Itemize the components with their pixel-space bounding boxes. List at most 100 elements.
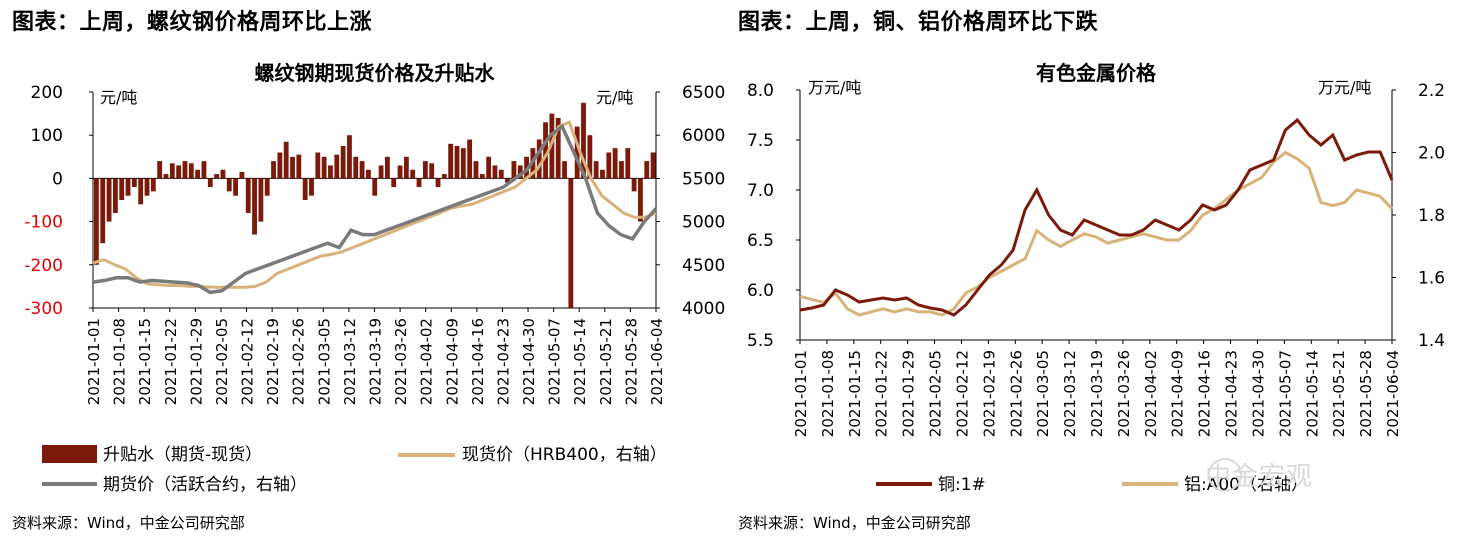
x-tick-label: 2021-03-26 — [392, 318, 410, 405]
basis-bar — [144, 178, 150, 196]
basis-bar — [296, 154, 302, 179]
watermark-text: 中金宏观 — [1205, 462, 1314, 492]
x-tick-label: 2021-04-30 — [520, 318, 538, 405]
basis-bar — [562, 161, 567, 179]
x-tick-label: 2021-04-23 — [1223, 350, 1241, 437]
basis-bar — [283, 141, 289, 179]
basis-bar — [543, 122, 548, 179]
x-tick-label: 2021-05-07 — [1276, 350, 1294, 437]
basis-bar — [176, 165, 182, 179]
x-tick-label: 2021-03-26 — [1115, 350, 1133, 437]
right-tick-label: 5500 — [682, 169, 725, 189]
x-tick-label: 2021-02-19 — [264, 318, 282, 405]
x-tick-label: 2021-05-14 — [571, 318, 589, 405]
aluminum-price-line — [799, 150, 1394, 317]
x-tick-label: 2021-04-16 — [1196, 350, 1214, 437]
basis-bar — [479, 174, 485, 179]
basis-bar — [112, 178, 118, 213]
left-tick-label: 100 — [31, 126, 63, 146]
x-tick-label: 2021-05-07 — [546, 318, 564, 405]
copper-price-line — [799, 117, 1394, 317]
legend-label-copper: 铜:1# — [938, 475, 986, 495]
basis-bar — [574, 126, 580, 179]
basis-bar — [644, 161, 650, 179]
right-tick-label: 4500 — [682, 256, 725, 276]
left-tick-label: 8.0 — [747, 81, 774, 101]
basis-bar — [416, 178, 422, 188]
right-source-note: 资料来源：Wind，中金公司研究部 — [738, 514, 971, 532]
x-tick-label: 2021-04-16 — [469, 318, 487, 405]
basis-bar — [302, 178, 308, 200]
right-tick-label: 2.0 — [1418, 144, 1445, 164]
basis-bar — [441, 174, 447, 179]
basis-bar — [214, 174, 220, 179]
x-tick-label: 2021-01-01 — [792, 350, 810, 437]
basis-bar — [220, 169, 226, 179]
chart-title: 有色金属价格 — [1036, 61, 1157, 85]
x-tick-label: 2021-01-01 — [85, 318, 103, 405]
futures-price-line — [92, 123, 658, 295]
x-tick-label: 2021-02-19 — [980, 350, 998, 437]
basis-bar — [315, 152, 321, 179]
basis-bar — [258, 178, 264, 222]
basis-bar — [600, 169, 605, 179]
basis-bar — [467, 139, 473, 179]
x-tick-label: 2021-03-05 — [1034, 350, 1052, 437]
basis-bar — [226, 178, 232, 192]
x-tick-label: 2021-02-05 — [213, 318, 231, 405]
basis-bar — [195, 169, 201, 179]
basis-bar — [505, 178, 511, 183]
basis-bar — [353, 156, 359, 179]
basis-bar — [207, 178, 213, 188]
x-tick-label: 2021-04-30 — [1249, 350, 1267, 437]
basis-bar — [239, 171, 245, 179]
basis-bar — [252, 178, 257, 235]
basis-bar — [587, 135, 593, 179]
basis-bar — [372, 178, 378, 196]
x-tick-label: 2021-01-22 — [162, 318, 180, 405]
basis-bar — [606, 152, 612, 179]
basis-bar — [131, 178, 137, 188]
x-tick-label: 2021-05-28 — [1357, 350, 1375, 437]
right-tick-label: 6500 — [682, 83, 725, 103]
basis-bar — [536, 139, 542, 179]
legend-swatch-basis — [42, 445, 97, 463]
left-source-note: 资料来源：Wind，中金公司研究部 — [12, 514, 245, 532]
basis-bar — [277, 152, 283, 179]
basis-bar — [378, 165, 384, 179]
left-tick-label: -100 — [24, 213, 63, 233]
x-tick-label: 2021-05-14 — [1303, 350, 1321, 437]
left-axis-unit: 万元/吨 — [808, 78, 861, 97]
basis-bar — [612, 148, 618, 179]
basis-bar — [94, 178, 99, 265]
x-tick-label: 2021-05-28 — [622, 318, 640, 405]
x-tick-label: 2021-01-08 — [819, 350, 837, 437]
basis-bar — [454, 146, 460, 179]
left-tick-label: -200 — [24, 256, 63, 276]
left-tick-label: 6.5 — [747, 231, 774, 251]
basis-bar — [492, 165, 498, 179]
basis-bar — [625, 148, 631, 179]
x-tick-label: 2021-03-19 — [1088, 350, 1106, 437]
basis-bar — [150, 178, 156, 192]
left-tick-label: 7.0 — [747, 181, 774, 201]
basis-bar — [638, 178, 643, 222]
basis-bar — [182, 161, 188, 179]
x-tick-label: 2021-01-15 — [846, 350, 864, 437]
basis-bar — [245, 178, 251, 213]
x-tick-label: 2021-01-15 — [136, 318, 154, 405]
left-tick-label: -300 — [24, 299, 63, 319]
basis-bar — [100, 178, 106, 244]
basis-bar — [593, 161, 599, 179]
basis-bar — [397, 165, 403, 179]
basis-bar — [334, 154, 340, 179]
legend-label-basis: 升贴水（期货-现货） — [103, 445, 262, 465]
basis-bar — [410, 169, 416, 179]
basis-bar — [309, 178, 314, 196]
right-tick-label: 6000 — [682, 126, 725, 146]
right-axis-unit: 元/吨 — [596, 88, 633, 107]
x-tick-label: 2021-03-19 — [367, 318, 385, 405]
left-tick-label: 200 — [31, 83, 63, 103]
basis-bar — [321, 156, 327, 179]
